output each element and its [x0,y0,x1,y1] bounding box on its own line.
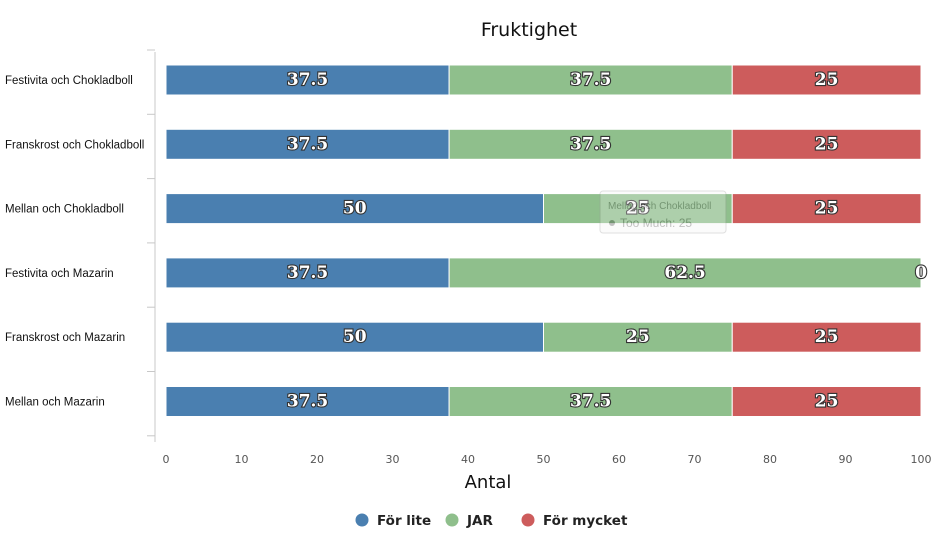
bar-segment[interactable] [731,64,922,96]
category-label: Mellan och Chokladboll [5,204,124,216]
bar-segment[interactable] [731,386,922,417]
x-tick-label: 90 [839,453,853,466]
tooltip-title: Mellan och Chokladboll [608,201,711,212]
legend: För lite JAR För mycket [355,513,628,529]
x-tick-label: 80 [763,453,777,466]
data-label: 50 [343,199,367,219]
bar-layer: 37.5 37.5 25 37.5 37.5 25 50 25 25 37.5 62.5 0 50 25 2… [165,64,928,417]
x-tick-label: 30 [386,453,400,466]
bar-segment[interactable] [731,321,922,353]
category-label: Franskrost och Chokladboll [5,139,144,151]
bar-segment[interactable] [448,386,733,417]
x-tick-label: 70 [688,453,702,466]
axis-layer [147,49,156,442]
bar-segment[interactable] [731,128,922,160]
data-label: 0 [915,263,927,283]
category-label: Festivita och Chokladboll [5,75,133,87]
tooltip: Mellan och Chokladboll Too Much: 25 [599,190,727,234]
data-label: 25 [815,392,839,412]
bar-segment[interactable] [543,321,733,353]
data-label: 37.5 [570,134,611,154]
bar-segment[interactable] [165,321,544,353]
tooltip-box: Mellan och Chokladboll Too Much: 25 [599,190,727,234]
data-label: 25 [815,70,839,90]
data-label: 25 [626,327,650,347]
x-tick-labels: 0 10 20 30 40 50 60 70 80 90 100 [163,453,932,466]
tooltip-value: Too Much: 25 [620,216,692,230]
bar-segment[interactable] [448,257,922,289]
chart-title: Fruktighet [481,19,577,41]
x-tick-label: 20 [310,453,324,466]
legend-item[interactable]: JAR [445,513,494,529]
x-tick-label: 10 [235,453,249,466]
x-tick-label: 60 [612,453,626,466]
category-label: Franskrost och Mazarin [5,332,125,344]
legend-item[interactable]: För lite [355,513,432,529]
bar-segment[interactable] [543,193,733,225]
legend-item[interactable]: För mycket [521,513,628,529]
x-tick-label: 50 [537,453,551,466]
data-label: 37.5 [287,392,328,412]
legend-label: JAR [466,513,493,529]
legend-label: För lite [377,513,431,529]
data-label: 25 [626,199,650,219]
bar-segment[interactable] [165,193,544,225]
legend-marker [521,513,535,527]
bar-segment[interactable] [165,386,450,417]
category-label: Mellan och Mazarin [5,397,105,409]
data-label: 25 [815,134,839,154]
x-axis-title: Antal [465,472,512,493]
tooltip-background [599,190,727,234]
data-label: 50 [343,327,367,347]
data-label: 62.5 [664,263,705,283]
data-label: 25 [815,327,839,347]
category-label: Festivita och Mazarin [5,268,114,280]
data-label: 37.5 [570,392,611,412]
x-tick-label: 40 [461,453,475,466]
bar-segment[interactable] [165,64,450,96]
legend-label: För mycket [543,513,628,529]
data-label: 37.5 [287,134,328,154]
x-tick-label: 100 [911,453,932,466]
bar-segment[interactable] [165,257,450,289]
data-label: 37.5 [287,70,328,90]
data-label: 25 [815,199,839,219]
category-labels: Festivita och Chokladboll Franskrost och … [5,75,144,409]
data-label: 37.5 [570,70,611,90]
bar-segment[interactable] [448,64,733,96]
legend-marker [355,513,369,527]
tooltip-marker [609,220,615,226]
x-tick-label: 0 [163,453,170,466]
bar-segment[interactable] [731,193,922,225]
legend-marker [445,513,459,527]
data-label: 37.5 [287,263,328,283]
